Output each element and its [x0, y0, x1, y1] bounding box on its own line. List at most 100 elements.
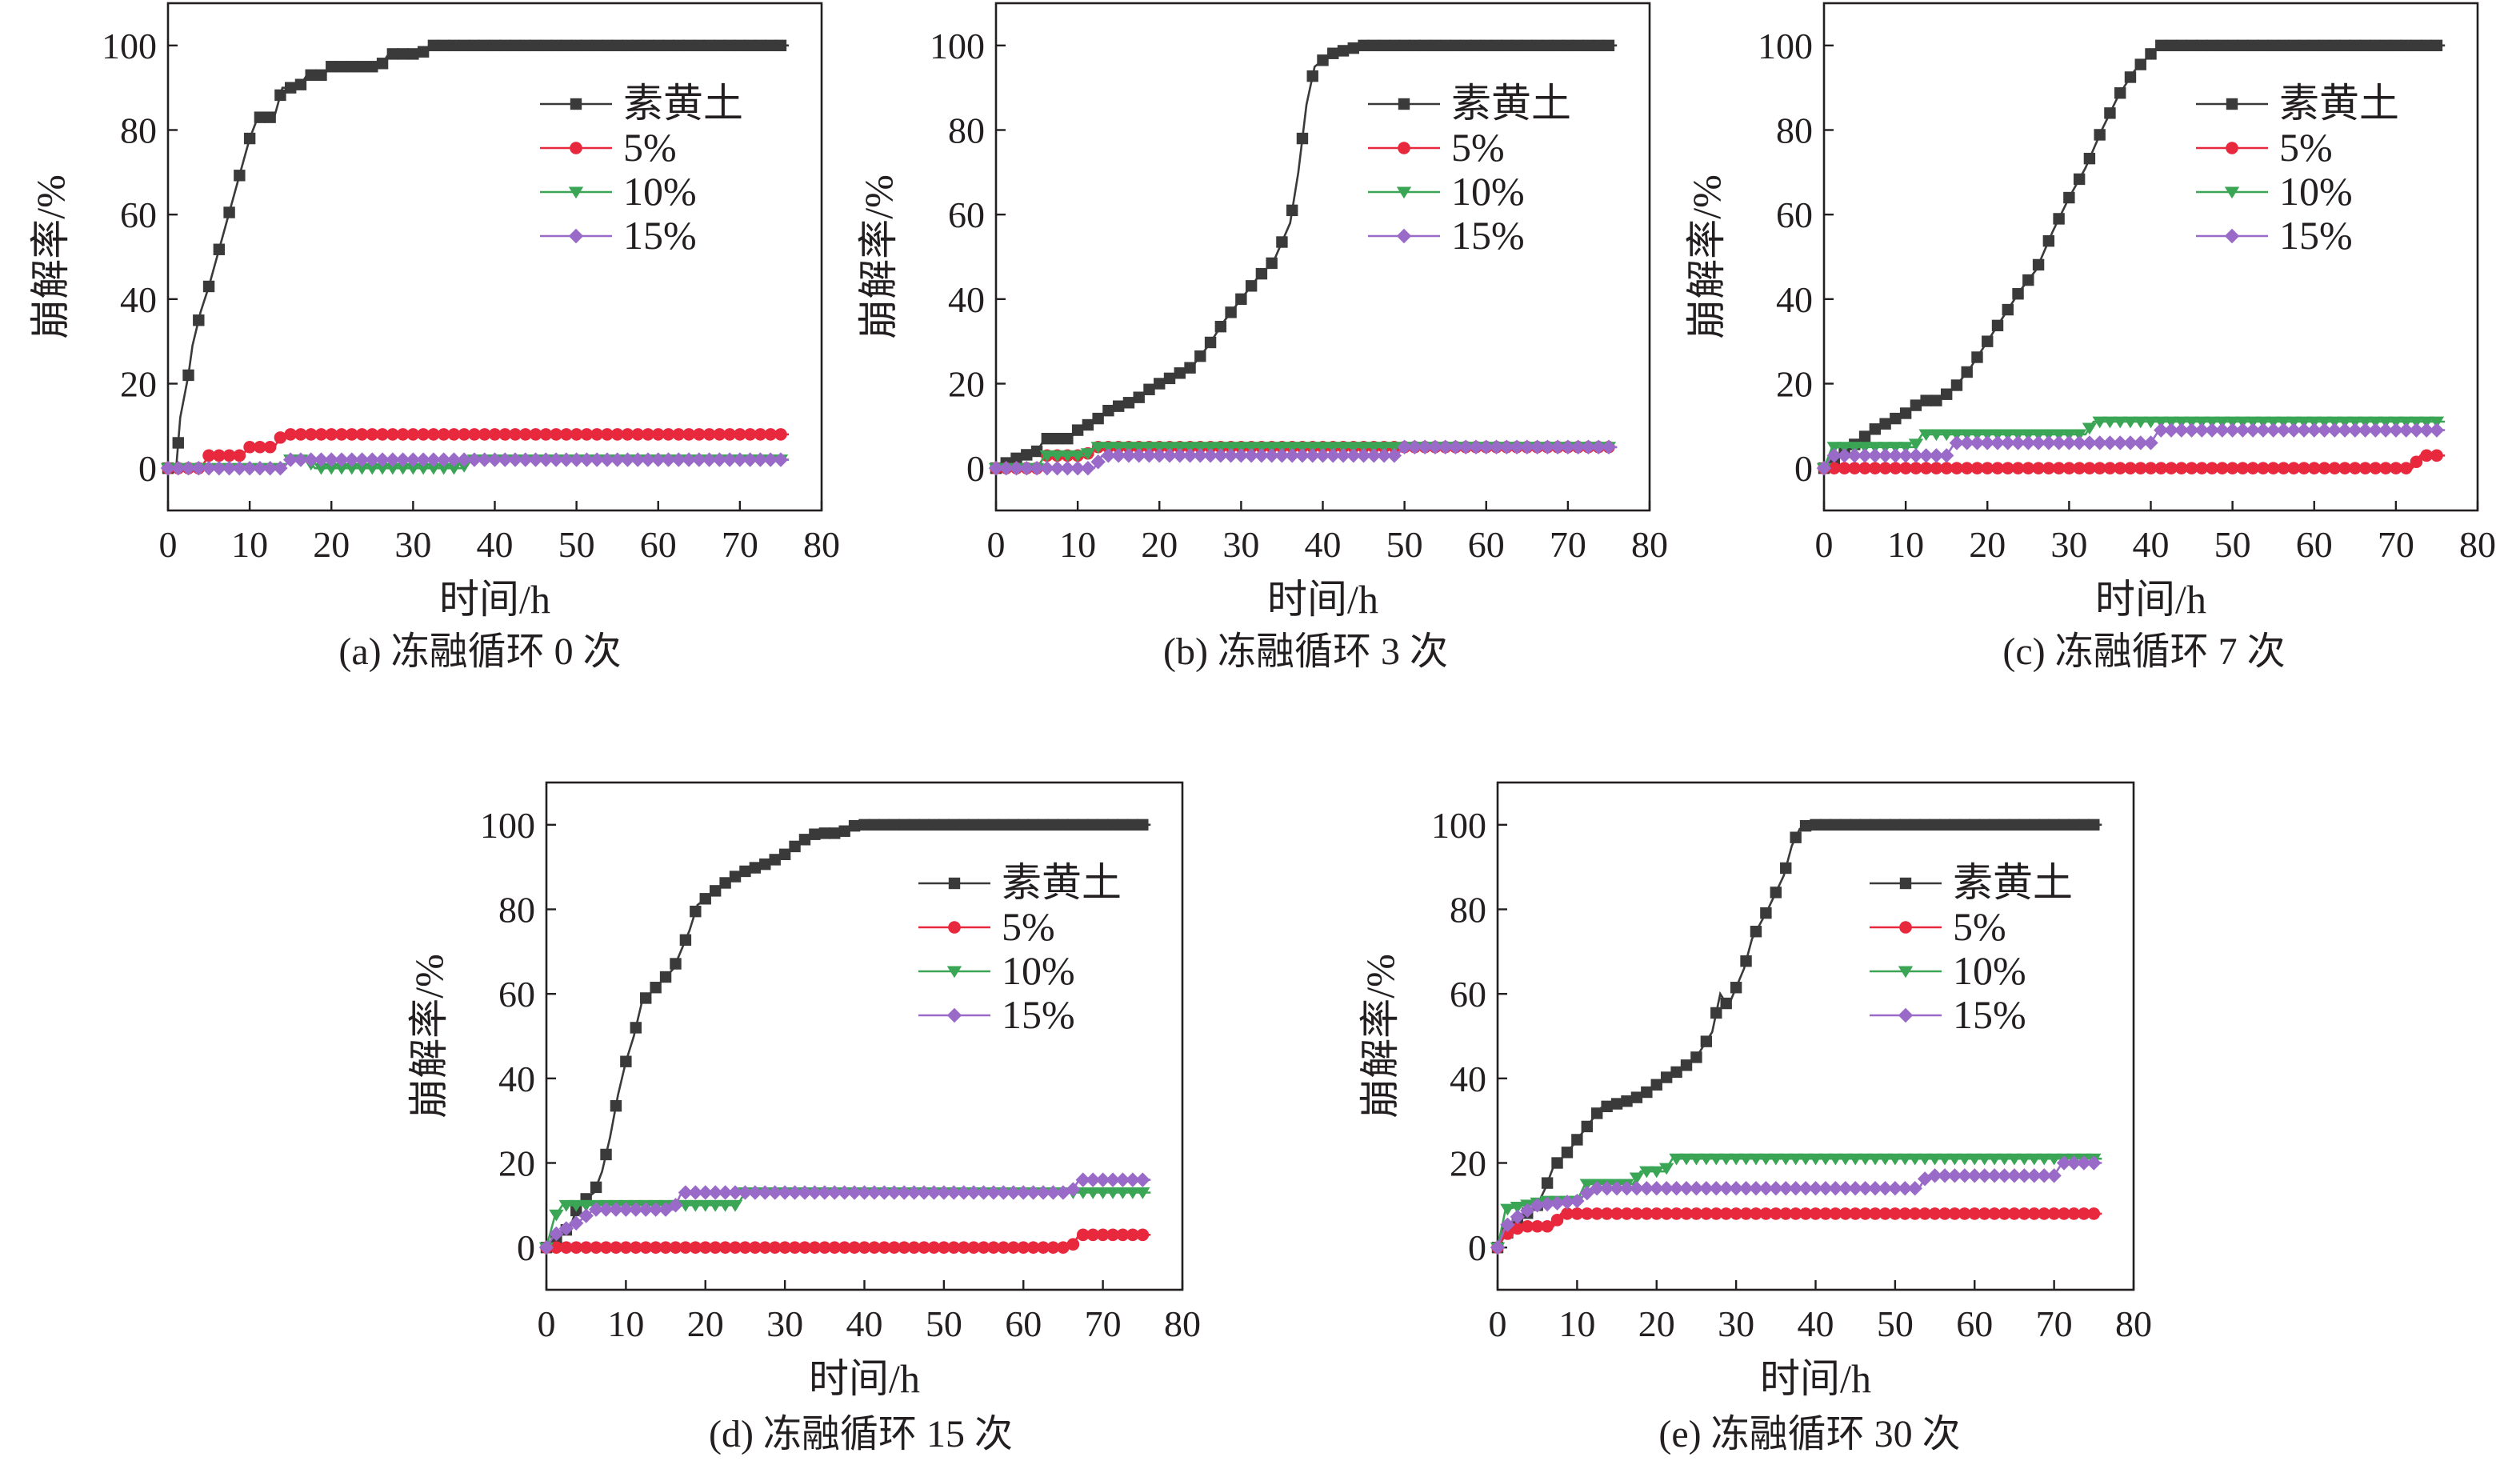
data-point: [1857, 448, 1873, 463]
data-point: [1629, 1181, 1645, 1196]
data-point: [2318, 39, 2330, 52]
x-tick-label: 60: [640, 524, 677, 565]
data-point: [1930, 462, 1943, 474]
data-point: [2027, 1207, 2041, 1220]
data-point: [1050, 450, 1065, 462]
data-point: [1678, 1153, 1694, 1166]
data-point: [1700, 1207, 1713, 1220]
data-point: [1095, 1187, 1110, 1199]
y-tick-label: 40: [1450, 1059, 1486, 1099]
data-point: [2134, 462, 2147, 474]
data-point: [1126, 1228, 1139, 1242]
data-point: [1194, 350, 1206, 362]
data-point: [2124, 462, 2137, 474]
data-point: [1957, 1168, 1973, 1183]
data-point: [2011, 462, 2025, 474]
data-point: [1838, 1181, 1853, 1196]
data-point: [926, 1185, 942, 1200]
data-point: [446, 462, 462, 475]
data-point: [498, 452, 513, 467]
data-point: [838, 825, 850, 837]
data-point: [2400, 39, 2412, 52]
legend-marker: [948, 921, 961, 934]
data-point: [579, 452, 594, 467]
data-point: [1739, 1207, 1753, 1220]
data-point: [1315, 442, 1330, 454]
series-素黄土: [540, 819, 1151, 1254]
data-point: [304, 428, 318, 441]
data-point: [438, 39, 450, 52]
data-point: [1970, 435, 1985, 450]
data-point: [487, 452, 502, 467]
y-tick-label: 100: [1431, 805, 1486, 846]
data-point: [2255, 422, 2271, 438]
legend-marker: [1396, 228, 1412, 244]
data-point: [2276, 422, 2291, 438]
data-point: [1590, 1207, 1604, 1220]
data-point: [1838, 1153, 1853, 1166]
data-point: [1335, 448, 1351, 463]
data-point: [916, 1185, 932, 1200]
legend-entry: 15%: [918, 992, 1075, 1037]
data-point: [294, 428, 307, 441]
data-point: [1869, 1207, 1882, 1220]
data-point: [938, 1241, 950, 1254]
data-point: [293, 452, 309, 467]
data-point: [2021, 429, 2036, 442]
data-point: [1602, 39, 1615, 52]
data-point: [590, 1241, 602, 1254]
data-point: [569, 1215, 584, 1231]
data-point: [1750, 926, 1762, 938]
data-point: [753, 452, 768, 467]
data-point: [1768, 1153, 1784, 1166]
data-point: [1026, 1241, 1040, 1254]
data-point: [1710, 1207, 1723, 1220]
data-point: [1490, 39, 1502, 52]
data-point: [386, 428, 399, 441]
legend-entry: 5%: [540, 125, 677, 170]
data-point: [426, 452, 442, 467]
data-point: [1097, 819, 1109, 831]
y-tick-label: 80: [1776, 110, 1813, 151]
data-point: [1066, 1182, 1081, 1197]
data-point: [1748, 1181, 1764, 1196]
data-point: [774, 428, 787, 441]
data-point: [2046, 1168, 2062, 1183]
data-point: [1510, 1209, 1526, 1225]
data-point: [2409, 416, 2424, 429]
data-point: [976, 1185, 991, 1200]
data-point: [1315, 448, 1330, 463]
data-point: [2076, 1155, 2092, 1171]
data-point: [1202, 442, 1218, 454]
data-point: [1096, 1228, 1110, 1242]
data-point: [907, 1241, 921, 1254]
y-tick-label: 0: [966, 448, 985, 489]
data-point: [1254, 442, 1270, 454]
x-tick-label: 30: [766, 1303, 803, 1344]
data-point: [1243, 442, 1259, 454]
y-tick-label: 40: [1776, 279, 1813, 320]
data-point: [2010, 435, 2026, 450]
data-point: [458, 39, 470, 52]
data-point: [415, 452, 431, 467]
data-point: [1730, 1207, 1742, 1220]
data-point: [1738, 1153, 1754, 1166]
y-tick-label: 80: [1450, 890, 1486, 931]
data-point: [538, 1239, 554, 1255]
data-point: [2144, 462, 2158, 474]
data-point: [326, 61, 338, 73]
legend-entry: 素黄土: [1368, 81, 1571, 126]
data-point: [1929, 429, 1944, 442]
series-10%: [1490, 1153, 2102, 1255]
data-point: [1480, 39, 1492, 52]
data-point: [2347, 416, 2363, 429]
data-point: [709, 1241, 722, 1254]
legend-entry: 15%: [1368, 213, 1525, 258]
data-point: [1142, 442, 1157, 454]
data-point: [581, 39, 593, 52]
data-point: [622, 39, 634, 52]
data-point: [1106, 819, 1119, 831]
x-axis-label: 时间/h: [809, 1356, 920, 1401]
data-point: [355, 428, 369, 441]
data-point: [718, 1199, 733, 1212]
